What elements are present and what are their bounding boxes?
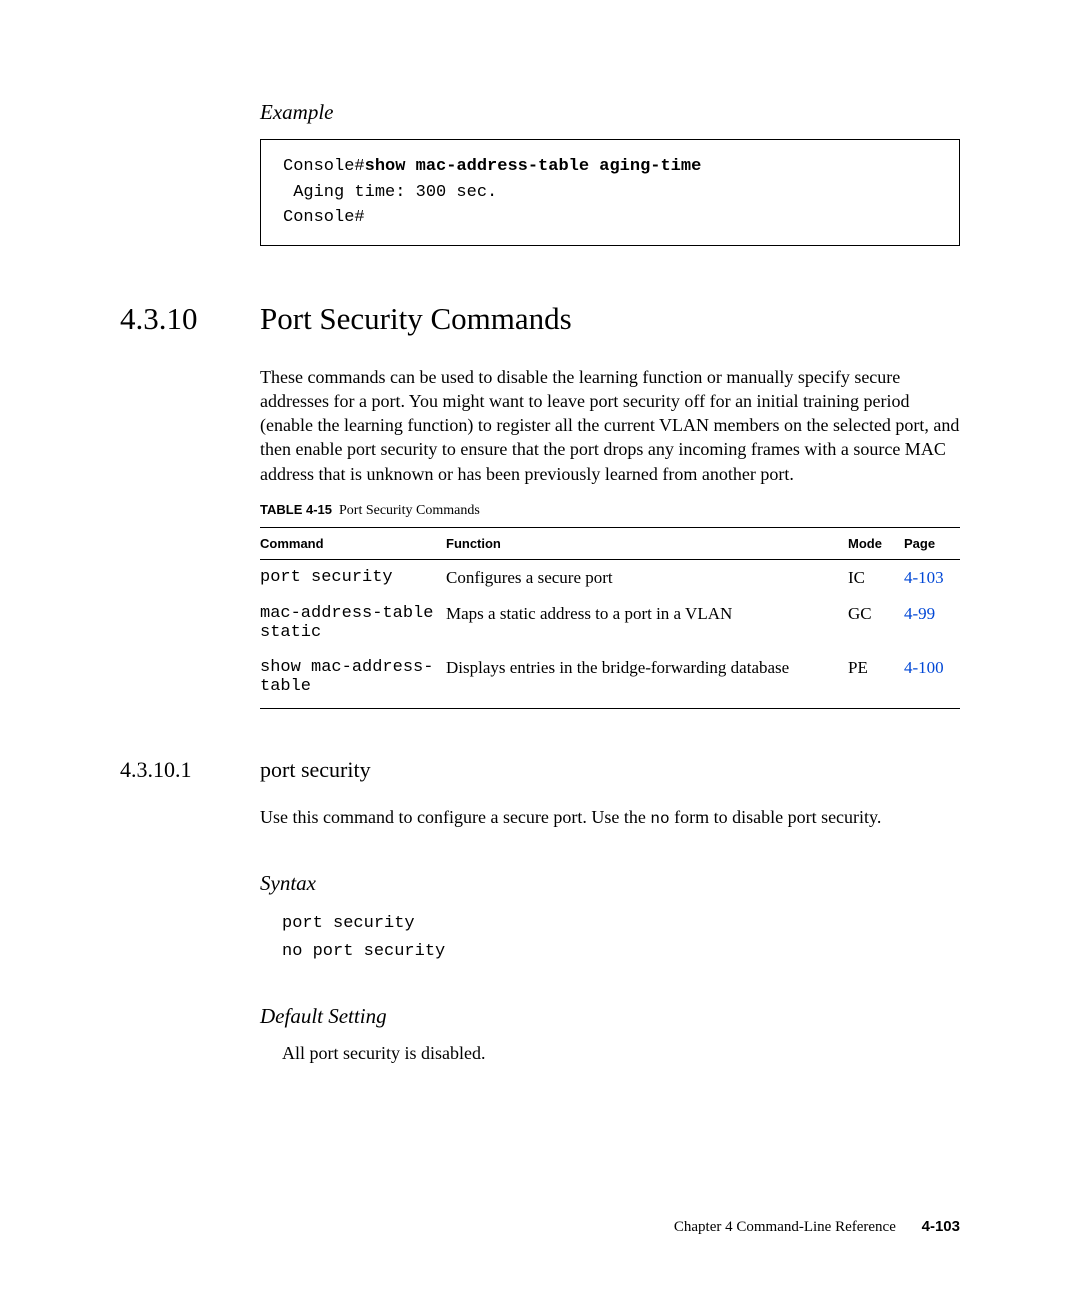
table-row: port security Configures a secure port I… [260, 559, 960, 596]
cell-function: Configures a secure port [446, 559, 848, 596]
cell-page-link[interactable]: 4-100 [904, 650, 960, 709]
commands-table: Command Function Mode Page port security… [260, 527, 960, 709]
subsection-title: port security [260, 757, 371, 783]
table-caption-label: TABLE 4-15 [260, 502, 332, 517]
body-pre: Use this command to configure a secure p… [260, 807, 650, 827]
body-post: form to disable port security. [670, 807, 882, 827]
body-code: no [650, 810, 669, 828]
cell-mode: PE [848, 650, 904, 709]
console-command: show mac-address-table aging-time [365, 157, 702, 176]
syntax-line: no port security [282, 938, 960, 966]
table-caption: TABLE 4-15 Port Security Commands [260, 502, 960, 519]
subsection-number: 4.3.10.1 [120, 757, 260, 783]
example-code-box: Console#show mac-address-table aging-tim… [260, 139, 960, 246]
cell-command: show mac-address-table [260, 650, 446, 709]
syntax-line: port security [282, 910, 960, 938]
table-row: mac-address-table static Maps a static a… [260, 596, 960, 650]
table-header-command: Command [260, 527, 446, 559]
cell-page-link[interactable]: 4-99 [904, 596, 960, 650]
console-output-line: Aging time: 300 sec. [283, 183, 497, 202]
table-caption-text: Port Security Commands [339, 503, 480, 518]
default-setting-text: All port security is disabled. [282, 1043, 960, 1064]
table-row: show mac-address-table Displays entries … [260, 650, 960, 709]
cell-command: port security [260, 559, 446, 596]
example-heading: Example [260, 100, 960, 125]
subsection-body: Use this command to configure a secure p… [260, 805, 960, 831]
console-prefix: Console# [283, 157, 365, 176]
cell-mode: GC [848, 596, 904, 650]
section-number: 4.3.10 [120, 301, 260, 337]
page-footer: Chapter 4 Command-Line Reference 4-103 [674, 1218, 960, 1236]
cell-function: Displays entries in the bridge-forwardin… [446, 650, 848, 709]
footer-chapter: Chapter 4 Command-Line Reference [674, 1219, 896, 1235]
section-title: Port Security Commands [260, 301, 572, 337]
section-heading: 4.3.10 Port Security Commands [120, 301, 960, 337]
table-header-function: Function [446, 527, 848, 559]
console-output-line: Console# [283, 208, 365, 227]
table-header-mode: Mode [848, 527, 904, 559]
cell-mode: IC [848, 559, 904, 596]
cell-command: mac-address-table static [260, 596, 446, 650]
syntax-block: port security no port security [282, 910, 960, 966]
footer-page-number: 4-103 [922, 1218, 960, 1235]
table-header-page: Page [904, 527, 960, 559]
cell-page-link[interactable]: 4-103 [904, 559, 960, 596]
default-setting-heading: Default Setting [260, 1004, 960, 1029]
cell-function: Maps a static address to a port in a VLA… [446, 596, 848, 650]
subsection-heading: 4.3.10.1 port security [120, 757, 960, 783]
section-body: These commands can be used to disable th… [260, 365, 960, 486]
syntax-heading: Syntax [260, 871, 960, 896]
